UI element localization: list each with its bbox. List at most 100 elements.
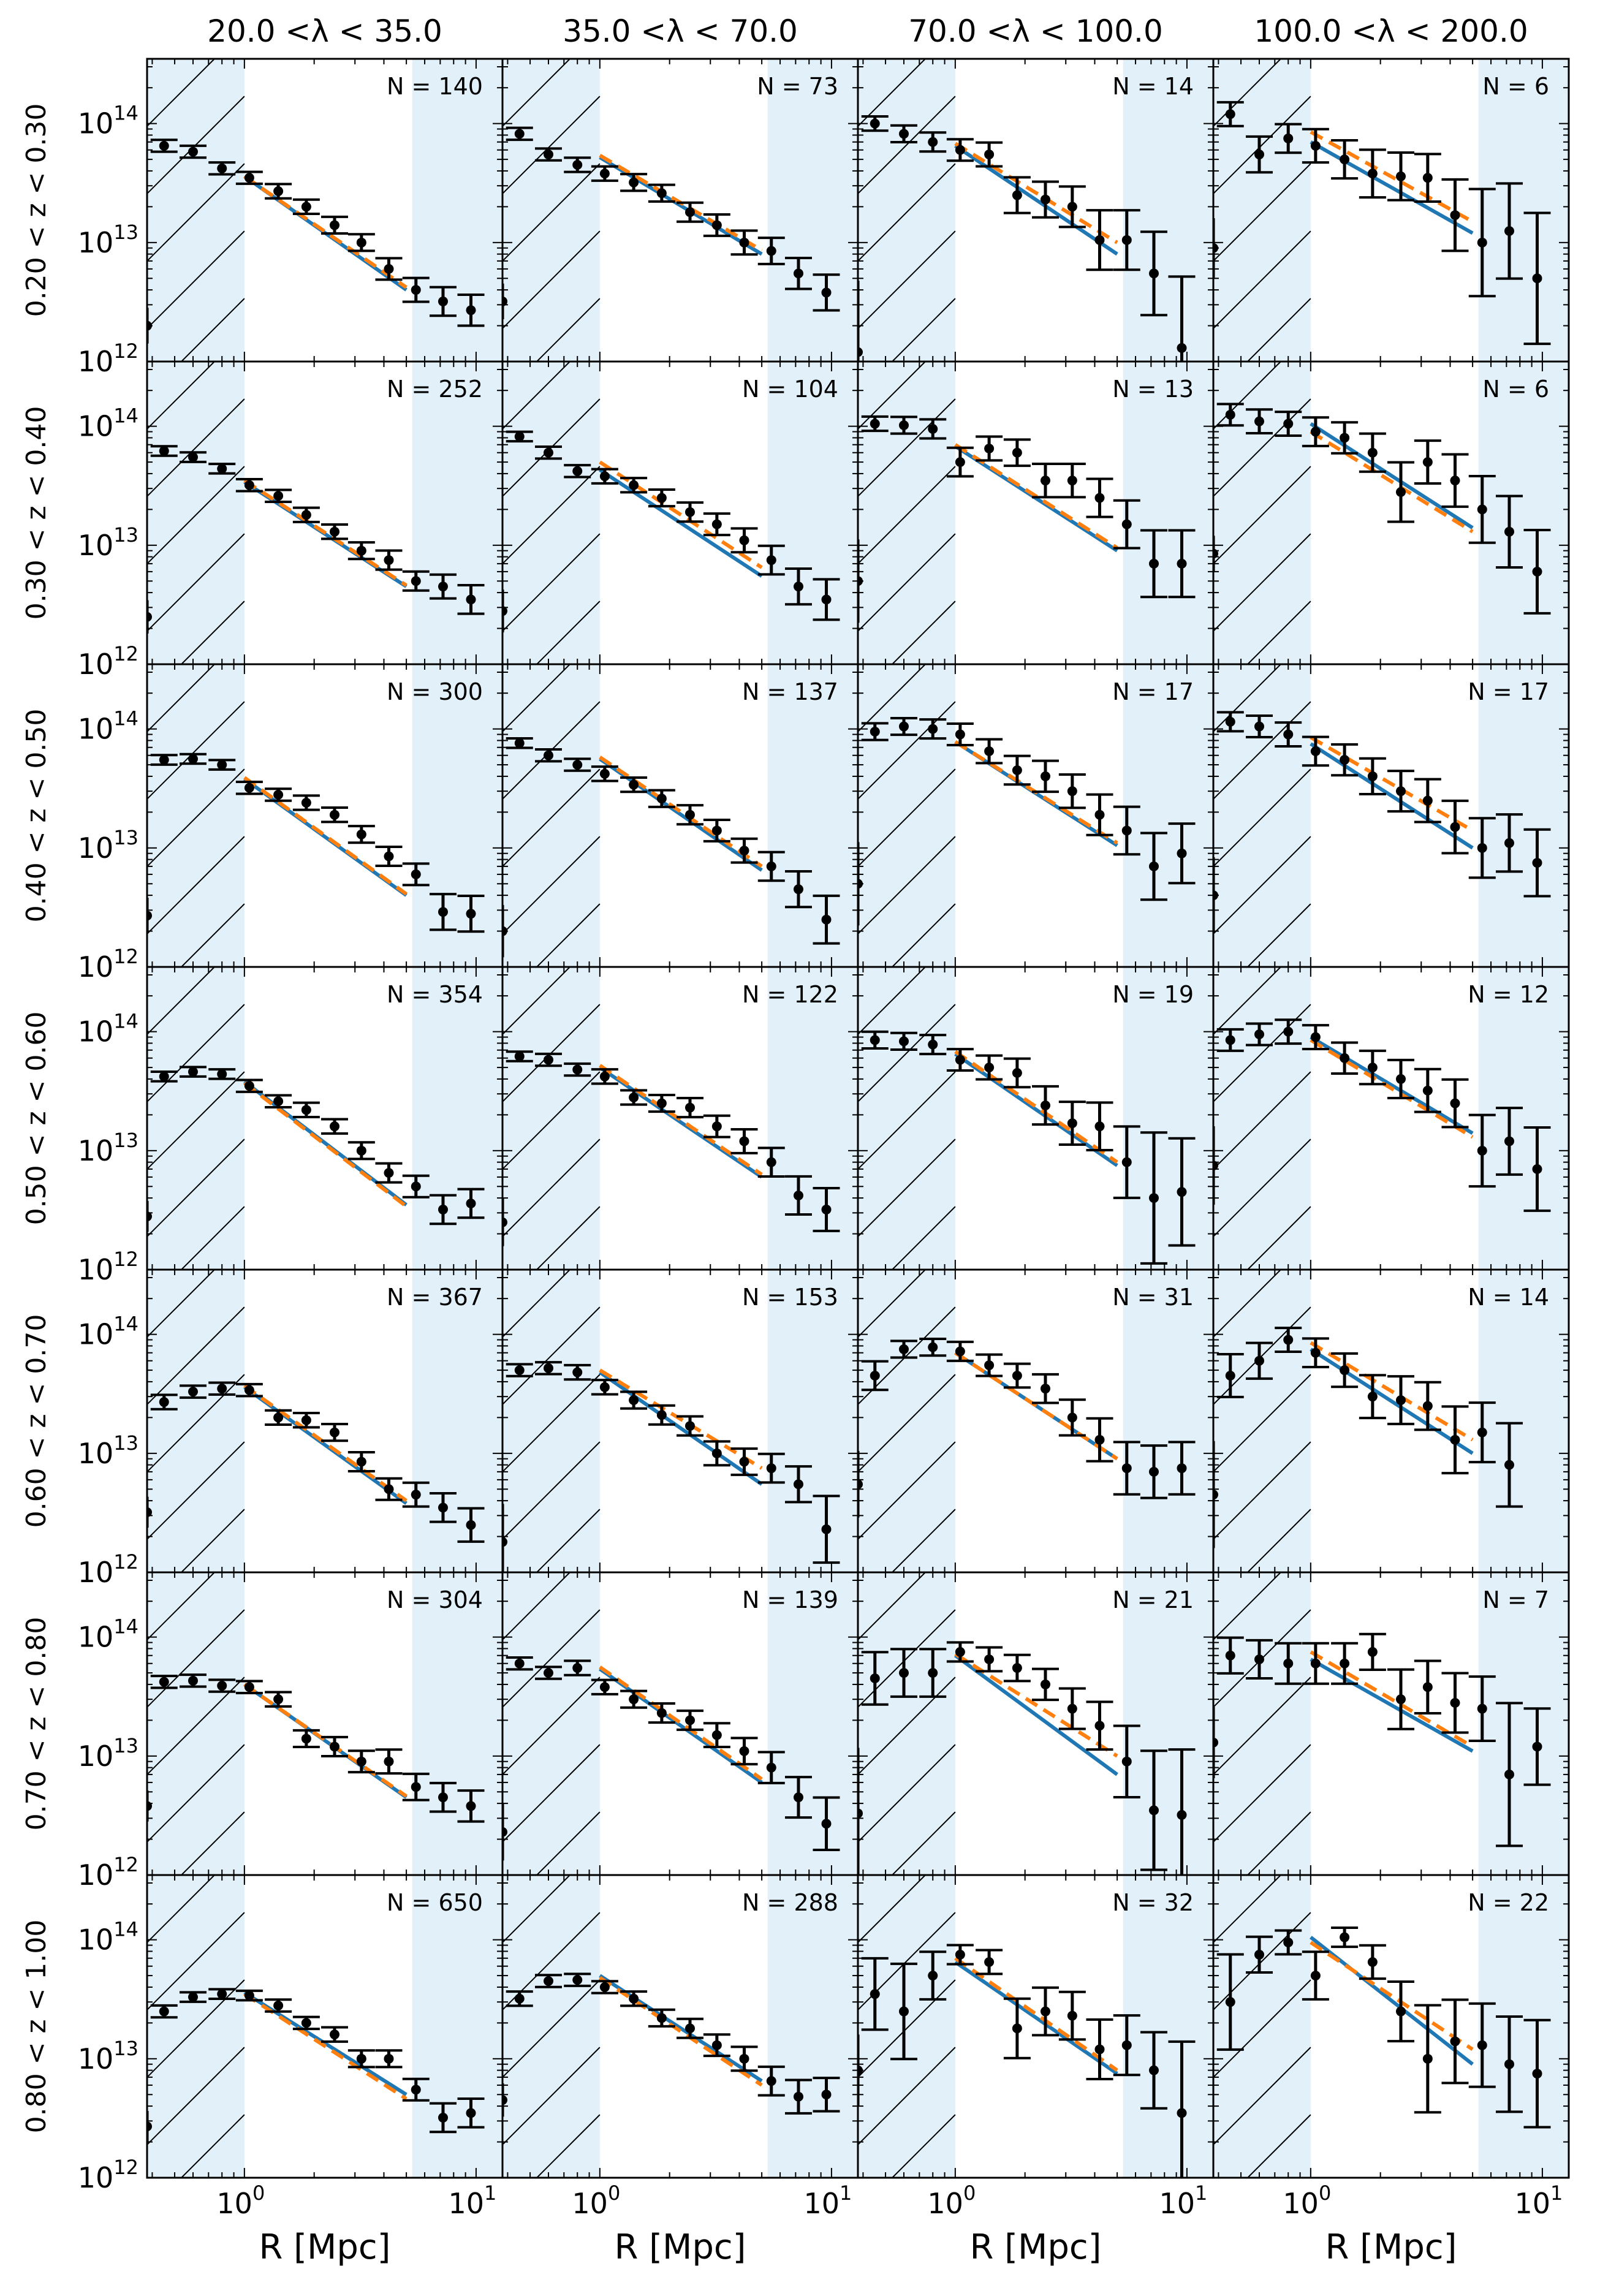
data-point: [1148, 861, 1159, 871]
hatch-line: [858, 2047, 956, 2145]
data-point: [955, 145, 965, 155]
hatch-line: [147, 1912, 245, 2010]
n-count-label: N = 6: [1482, 376, 1549, 403]
hatch-pattern: [502, 59, 601, 362]
data-point: [599, 1682, 610, 1692]
data-point: [1340, 154, 1350, 165]
fit-line-solid: [599, 468, 763, 578]
excluded-inner-region: [502, 664, 600, 967]
panel-plot-area: [1213, 664, 1569, 967]
n-count-label: N = 13: [1112, 376, 1194, 403]
column-title: 70.0 <λ < 100.0: [908, 13, 1163, 49]
hatch-line: [1213, 96, 1311, 194]
x-tick-label-exponent: 0: [608, 2181, 620, 2205]
excluded-outer-region: [1123, 664, 1213, 967]
data-point: [1177, 2108, 1187, 2118]
hatch-line: [181, 1509, 245, 1572]
data-point: [1067, 202, 1077, 212]
panel: N = 21: [857, 1571, 1215, 1876]
data-point: [329, 1121, 339, 1132]
data-point: [329, 809, 339, 820]
excluded-inner-region: [1213, 1270, 1311, 1572]
x-tick-label-exponent: 0: [963, 2181, 976, 2205]
data-point: [1395, 786, 1406, 797]
hatch-line: [147, 664, 215, 732]
data-point: [514, 738, 525, 748]
data-point: [1225, 409, 1235, 420]
fit-line-solid: [1310, 1658, 1474, 1753]
data-point: [629, 1395, 639, 1405]
data-point: [1012, 190, 1022, 200]
n-count-label: N = 300: [387, 678, 483, 705]
hatch-line: [1213, 1071, 1311, 1170]
data-point: [1340, 755, 1350, 765]
panel: N = 6: [1212, 58, 1570, 363]
excluded-inner-region: [858, 664, 955, 967]
hatch-line: [502, 362, 571, 430]
excluded-inner-region: [147, 1572, 245, 1875]
data-point: [411, 2085, 421, 2095]
hatch-line: [502, 1609, 601, 1708]
data-point: [955, 457, 965, 468]
n-count-label: N = 304: [387, 1586, 483, 1613]
data-point: [384, 1168, 394, 1178]
y-tick-label-exponent: 14: [113, 1918, 138, 1941]
excluded-outer-region: [1123, 1572, 1213, 1875]
hatch-line: [502, 96, 601, 194]
data-point: [1040, 1100, 1050, 1110]
hatch-pattern: [858, 59, 956, 362]
y-tick-label-base: 10: [78, 2161, 114, 2194]
data-point: [684, 809, 695, 820]
excluded-outer-region: [767, 59, 858, 362]
excluded-outer-region: [412, 59, 502, 362]
data-point: [1395, 2006, 1406, 2017]
excluded-inner-region: [1213, 59, 1311, 362]
data-point: [955, 1949, 965, 1960]
x-axis-label: R [Mpc]: [259, 2227, 390, 2267]
hatch-line: [536, 601, 601, 664]
data-point: [1213, 1490, 1218, 1500]
fit-line-dashed: [954, 142, 1118, 244]
data-point: [1177, 1809, 1187, 1820]
x-tick-label-base: 10: [1159, 2187, 1195, 2220]
data-point: [793, 1479, 803, 1490]
hatch-pattern: [147, 664, 245, 967]
hatch-line: [502, 1744, 601, 1843]
data-point: [543, 447, 553, 458]
data-point: [411, 869, 421, 879]
data-point: [1283, 1658, 1294, 1669]
row-label: 0.40 < z < 0.50: [21, 709, 52, 923]
fit-line-dashed: [1310, 1650, 1474, 1749]
x-tick-label-base: 10: [572, 2187, 608, 2220]
n-count-label: N = 12: [1468, 981, 1549, 1008]
data-point: [599, 768, 610, 779]
data-point: [629, 779, 639, 790]
y-tick-label: 1014: [78, 707, 138, 746]
data-point: [1177, 1463, 1187, 1474]
data-point: [1340, 1658, 1350, 1669]
hatch-line: [502, 163, 601, 262]
hatch-line: [147, 398, 245, 497]
y-tick-label-base: 10: [78, 1437, 114, 1470]
panel-plot-area: [1213, 1572, 1569, 1875]
hatch-line: [502, 533, 601, 632]
excluded-outer-region: [767, 1875, 858, 2178]
excluded-outer-region: [1478, 664, 1569, 967]
n-count-label: N = 139: [742, 1586, 838, 1613]
hatch-line: [1213, 362, 1281, 430]
excluded-inner-region: [1213, 1875, 1311, 2178]
data-point: [1148, 2065, 1159, 2075]
data-point: [739, 1136, 749, 1146]
panel: N = 17: [857, 663, 1215, 968]
fit-line-solid: [954, 1052, 1118, 1167]
n-count-label: N = 650: [387, 1889, 483, 1916]
panel-plot-area: [502, 664, 858, 967]
data-point: [1094, 1721, 1105, 1731]
y-tick-label-exponent: 12: [113, 1853, 138, 1876]
hatch-pattern: [1213, 362, 1311, 664]
hatch-line: [536, 903, 601, 967]
data-point: [244, 1385, 254, 1395]
data-point: [1121, 1463, 1132, 1474]
data-point: [1283, 419, 1294, 429]
